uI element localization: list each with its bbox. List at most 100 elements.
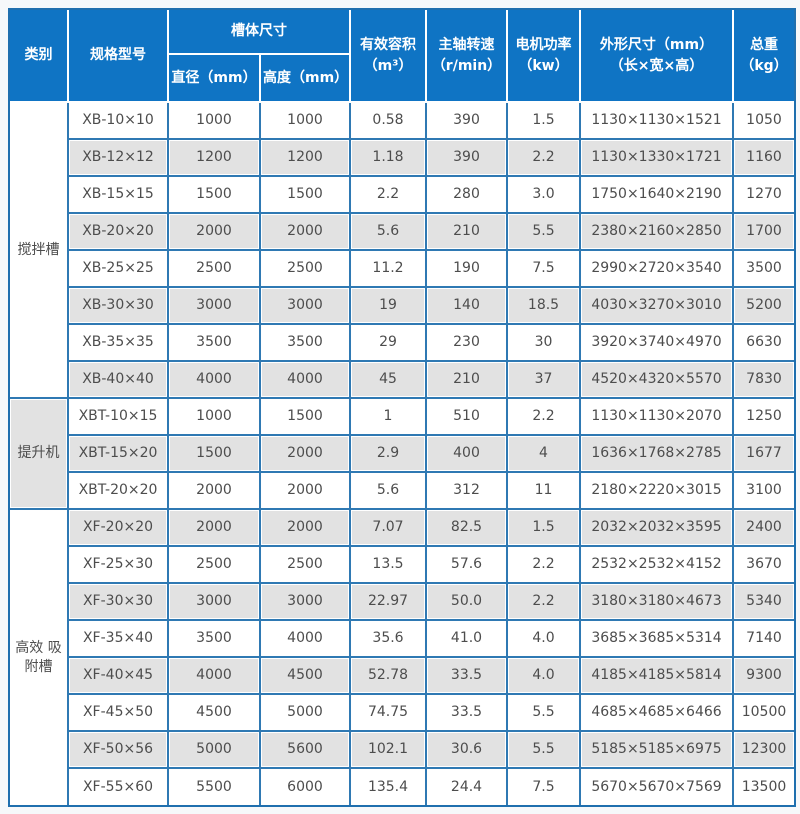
spec-row: 搅拌槽 XB-10×10 1000 1000 0.58 390 1.5 1130×1130×… [10, 102, 794, 399]
cell-model: XB-15×15 [68, 176, 169, 214]
header-tank-size-group: 槽体尺寸 [168, 10, 351, 55]
spec-table-container: 类别 规格型号 槽体尺寸 有效容积 （m³） 主轴转速 （r/min） 电机功率… [8, 8, 796, 807]
cell-diameter: 2000 [168, 472, 261, 510]
cell-dimensions: 4030×3270×3010 [580, 287, 734, 325]
cell-speed: 33.5 [426, 657, 508, 695]
cell-dimensions: 1130×1330×1721 [580, 139, 734, 177]
cell-weight: 1700 [733, 213, 794, 251]
spec-row: 高效 吸附槽 XF-20×20 2000 2000 7.07 82.5 1.5 2032×2… [10, 509, 794, 805]
cell-power: 4.0 [507, 620, 581, 658]
cell-power: 18.5 [507, 287, 581, 325]
cell-speed: 400 [426, 435, 508, 473]
spec-row: XF-35×40 3500 4000 35.6 41.0 4.0 3685×3685×531… [10, 620, 794, 658]
cell-speed: 390 [426, 139, 508, 177]
cell-height: 4000 [260, 620, 351, 658]
header-line: 有效容积 [360, 37, 416, 54]
cell-power: 11 [507, 472, 581, 510]
cell-diameter: 2000 [168, 509, 261, 547]
cell-weight: 1677 [733, 435, 794, 473]
cell-speed: 41.0 [426, 620, 508, 658]
cell-dimensions: 3180×3180×4673 [580, 583, 734, 621]
cell-volume: 2.9 [350, 435, 427, 473]
cell-diameter: 5500 [168, 768, 261, 805]
cell-model: XB-30×30 [68, 287, 169, 325]
cell-model: XBT-10×15 [68, 398, 169, 436]
cell-model: XB-35×35 [68, 324, 169, 362]
cell-power: 4.0 [507, 657, 581, 695]
spec-row: XF-50×56 5000 5600 102.1 30.6 5.5 5185×5185×69… [10, 731, 794, 769]
header-line: （kw） [518, 57, 569, 74]
spec-row: XB-35×35 3500 3500 29 230 30 3920×3740×4970 663… [10, 324, 794, 362]
category-line: 吸附槽 [24, 639, 62, 675]
cell-diameter: 2500 [168, 546, 261, 584]
spec-row: XB-40×40 4000 4000 45 210 37 4520×4320×5570 783… [10, 361, 794, 399]
cell-height: 1000 [260, 102, 351, 140]
cell-height: 1500 [260, 176, 351, 214]
cell-dimensions: 2032×2032×3595 [580, 509, 734, 547]
spec-row: XB-15×15 1500 1500 2.2 280 3.0 1750×1640×2190 1… [10, 176, 794, 214]
cell-diameter: 1000 [168, 102, 261, 140]
header-speed: 主轴转速 （r/min） [426, 10, 508, 103]
cell-weight: 12300 [733, 731, 794, 769]
cell-weight: 5200 [733, 287, 794, 325]
spec-row: XF-25×30 2500 2500 13.5 57.6 2.2 2532×2532×415… [10, 546, 794, 584]
cell-model: XB-25×25 [68, 250, 169, 288]
cell-volume: 11.2 [350, 250, 427, 288]
cell-height: 2000 [260, 509, 351, 547]
cell-model: XF-45×50 [68, 694, 169, 732]
cell-speed: 82.5 [426, 509, 508, 547]
cell-diameter: 3500 [168, 324, 261, 362]
header-line: 总重 [750, 37, 778, 54]
cell-dimensions: 3920×3740×4970 [580, 324, 734, 362]
spec-row: XF-45×50 4500 5000 74.75 33.5 5.5 4685×4685×64… [10, 694, 794, 732]
cell-power: 4 [507, 435, 581, 473]
spec-row: XF-30×30 3000 3000 22.97 50.0 2.2 3180×3180×46… [10, 583, 794, 621]
cell-weight: 3100 [733, 472, 794, 510]
cell-model: XF-30×30 [68, 583, 169, 621]
cell-weight: 10500 [733, 694, 794, 732]
cell-speed: 312 [426, 472, 508, 510]
header-diameter: 直径（mm） [168, 54, 261, 103]
cell-speed: 390 [426, 102, 508, 140]
cell-model: XF-50×56 [68, 731, 169, 769]
cell-power: 2.2 [507, 583, 581, 621]
spec-row: XBT-20×20 2000 2000 5.6 312 11 2180×2220×3015 3… [10, 472, 794, 510]
cell-height: 3500 [260, 324, 351, 362]
cell-diameter: 5000 [168, 731, 261, 769]
cell-speed: 50.0 [426, 583, 508, 621]
cell-model: XBT-15×20 [68, 435, 169, 473]
cell-model: XB-10×10 [68, 102, 169, 140]
cell-weight: 7830 [733, 361, 794, 399]
cell-power: 1.5 [507, 509, 581, 547]
cell-speed: 33.5 [426, 694, 508, 732]
header-line: （m³） [363, 57, 413, 74]
spec-row: XB-25×25 2500 2500 11.2 190 7.5 2990×2720×3540… [10, 250, 794, 288]
header-volume: 有效容积 （m³） [350, 10, 427, 103]
cell-model: XB-12×12 [68, 139, 169, 177]
table-header: 类别 规格型号 槽体尺寸 有效容积 （m³） 主轴转速 （r/min） 电机功率… [10, 10, 794, 103]
header-height: 高度（mm） [260, 54, 351, 103]
cell-diameter: 4000 [168, 657, 261, 695]
cell-volume: 52.78 [350, 657, 427, 695]
cell-dimensions: 3685×3685×5314 [580, 620, 734, 658]
cell-volume: 0.58 [350, 102, 427, 140]
header-line: 电机功率 [515, 37, 572, 54]
cell-power: 37 [507, 361, 581, 399]
cell-model: XF-25×30 [68, 546, 169, 584]
spec-row: XB-30×30 3000 3000 19 140 18.5 4030×3270×3010 5… [10, 287, 794, 325]
cell-volume: 74.75 [350, 694, 427, 732]
cell-speed: 510 [426, 398, 508, 436]
cell-volume: 35.6 [350, 620, 427, 658]
header-line: 外形尺寸（mm） [599, 37, 714, 54]
cell-diameter: 2500 [168, 250, 261, 288]
cell-dimensions: 5670×5670×7569 [580, 768, 734, 805]
cell-weight: 1250 [733, 398, 794, 436]
cell-dimensions: 1130×1130×2070 [580, 398, 734, 436]
cell-height: 1200 [260, 139, 351, 177]
cell-volume: 5.6 [350, 213, 427, 251]
cell-height: 2000 [260, 435, 351, 473]
cell-diameter: 3000 [168, 287, 261, 325]
cell-weight: 1050 [733, 102, 794, 140]
cell-volume: 22.97 [350, 583, 427, 621]
spec-row: XB-20×20 2000 2000 5.6 210 5.5 2380×2160×2850 1… [10, 213, 794, 251]
